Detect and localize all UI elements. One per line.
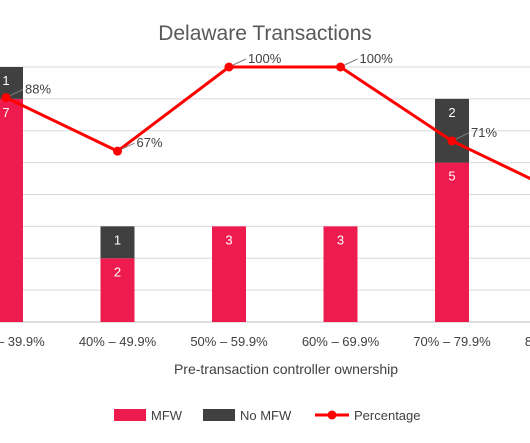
legend: MFW No MFW Percentage bbox=[114, 408, 421, 423]
percentage-leader bbox=[121, 142, 135, 150]
bar-label-no-mfw: 2 bbox=[448, 105, 455, 120]
chart-title: Delaware Transactions bbox=[158, 22, 372, 45]
percentage-label: 100% bbox=[248, 51, 282, 66]
percentage-marker bbox=[1, 93, 11, 103]
bar-mfw bbox=[0, 98, 23, 322]
bar-no-mfw bbox=[435, 98, 469, 163]
percentage-leader bbox=[9, 89, 24, 97]
percentage-leader bbox=[455, 132, 470, 140]
percentage-marker bbox=[447, 136, 457, 146]
legend-label-no-mfw: No MFW bbox=[240, 408, 292, 423]
percentage-label: 71% bbox=[471, 125, 497, 140]
bar-series: 7 1 2 1 3 3 5 2 bbox=[0, 67, 469, 322]
bar-label-mfw: 3 bbox=[337, 232, 344, 247]
legend-swatch-no-mfw bbox=[203, 409, 235, 421]
percentage-marker bbox=[224, 62, 234, 72]
x-tick-label: 70% – 79.9% bbox=[413, 334, 491, 349]
bar-label-no-mfw: 1 bbox=[114, 232, 121, 247]
x-tick-label: 40% – 49.9% bbox=[79, 334, 157, 349]
x-axis-title: Pre-transaction controller ownership bbox=[174, 361, 398, 377]
percentage-leader bbox=[344, 58, 358, 66]
percentage-leader bbox=[232, 58, 247, 66]
bar-label-mfw: 2 bbox=[114, 264, 121, 279]
percentage-marker bbox=[336, 62, 345, 72]
bar-no-mfw bbox=[100, 226, 135, 259]
bar-label-mfw: 5 bbox=[448, 169, 455, 184]
bar-no-mfw bbox=[0, 67, 23, 99]
percentage-series: 88% 67% 100% 100% 71% bbox=[1, 51, 530, 181]
bar-mfw bbox=[212, 226, 246, 322]
bar-mfw bbox=[435, 162, 469, 322]
x-tick-label: 80% – 89.9% bbox=[525, 334, 530, 349]
legend-label-percentage: Percentage bbox=[354, 408, 421, 423]
legend-swatch-mfw bbox=[114, 409, 146, 421]
bar-label-mfw: 3 bbox=[225, 232, 232, 247]
percentage-label: 67% bbox=[137, 135, 163, 150]
legend-label-mfw: MFW bbox=[151, 408, 183, 423]
legend-swatch-percentage-marker bbox=[327, 410, 337, 420]
percentage-label: 100% bbox=[360, 51, 394, 66]
x-tick-label: 30% – 39.9% bbox=[0, 334, 45, 349]
percentage-line bbox=[5, 65, 530, 181]
x-tick-label: 60% – 69.9% bbox=[302, 334, 380, 349]
bar-label-mfw: 7 bbox=[2, 105, 9, 120]
percentage-label: 88% bbox=[25, 82, 51, 97]
bar-mfw bbox=[323, 226, 358, 322]
percentage-marker bbox=[113, 146, 122, 156]
x-axis-ticks: 30% – 39.9% 40% – 49.9% 50% – 59.9% 60% – 6… bbox=[0, 334, 530, 349]
x-tick-label: 50% – 59.9% bbox=[190, 334, 268, 349]
bar-mfw bbox=[100, 258, 135, 322]
bar-label-no-mfw: 1 bbox=[2, 73, 9, 88]
